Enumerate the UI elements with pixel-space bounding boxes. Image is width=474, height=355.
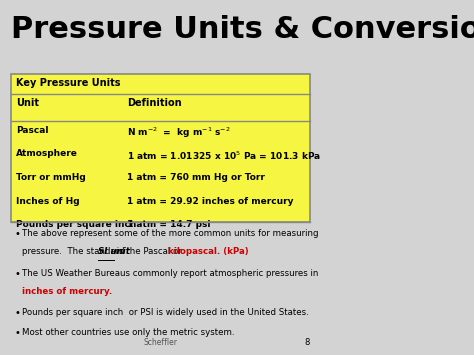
Text: Scheffler: Scheffler bbox=[143, 338, 177, 346]
Text: Unit: Unit bbox=[16, 98, 39, 108]
Text: 1 atm = 760 mm Hg or Torr: 1 atm = 760 mm Hg or Torr bbox=[127, 173, 265, 182]
Text: pressure.  The standard: pressure. The standard bbox=[22, 247, 128, 256]
Text: 1 atm = 1.01325 x 10$^{5}$ Pa = 101.3 kPa: 1 atm = 1.01325 x 10$^{5}$ Pa = 101.3 kP… bbox=[127, 149, 321, 162]
Text: Pounds per square inch: Pounds per square inch bbox=[16, 220, 136, 229]
Text: Torr or mmHg: Torr or mmHg bbox=[16, 173, 85, 182]
Text: •: • bbox=[14, 308, 20, 318]
Text: Inches of Hg: Inches of Hg bbox=[16, 197, 79, 206]
Text: N m$^{-2}$  =  kg m$^{-1}$ s$^{-2}$: N m$^{-2}$ = kg m$^{-1}$ s$^{-2}$ bbox=[127, 126, 230, 140]
Text: is the Pascal or: is the Pascal or bbox=[114, 247, 185, 256]
Text: SI unit: SI unit bbox=[98, 247, 129, 256]
Text: Key Pressure Units: Key Pressure Units bbox=[16, 78, 120, 88]
Text: 1 atm = 14.7 psi: 1 atm = 14.7 psi bbox=[127, 220, 210, 229]
Text: 8: 8 bbox=[304, 338, 310, 346]
Text: •: • bbox=[14, 229, 20, 239]
Text: Pounds per square inch  or PSI is widely used in the United States.: Pounds per square inch or PSI is widely … bbox=[22, 308, 309, 317]
Text: The above represent some of the more common units for measuring: The above represent some of the more com… bbox=[22, 229, 319, 237]
Text: •: • bbox=[14, 269, 20, 279]
Text: kilopascal. (kPa): kilopascal. (kPa) bbox=[168, 247, 248, 256]
Text: Pressure Units & Conversions: Pressure Units & Conversions bbox=[11, 16, 474, 44]
Text: Atmosphere: Atmosphere bbox=[16, 149, 78, 158]
Text: Definition: Definition bbox=[127, 98, 182, 108]
Text: inches of mercury.: inches of mercury. bbox=[22, 288, 112, 296]
Text: Most other countries use only the metric system.: Most other countries use only the metric… bbox=[22, 328, 235, 337]
Text: •: • bbox=[14, 328, 20, 338]
Text: Pascal: Pascal bbox=[16, 126, 48, 135]
Text: 1 atm = 29.92 inches of mercury: 1 atm = 29.92 inches of mercury bbox=[127, 197, 293, 206]
Text: The US Weather Bureaus commonly report atmospheric pressures in: The US Weather Bureaus commonly report a… bbox=[22, 269, 319, 278]
FancyBboxPatch shape bbox=[11, 73, 310, 222]
